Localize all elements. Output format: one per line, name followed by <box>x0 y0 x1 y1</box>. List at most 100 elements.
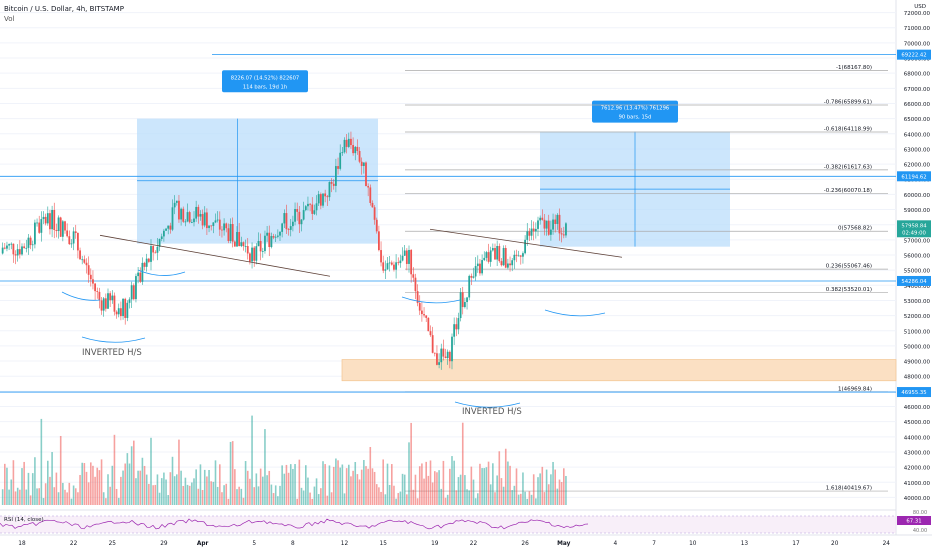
price-tick-label: 54000.00 <box>904 284 931 290</box>
candle-body <box>319 194 322 206</box>
candle-body <box>341 152 344 154</box>
candle-body <box>483 257 486 261</box>
volume-bar <box>70 498 73 505</box>
volume-bar <box>446 494 449 505</box>
candle-body <box>214 220 217 223</box>
price-badge-text: 46955.35 <box>901 390 926 396</box>
candle-body <box>152 246 155 253</box>
volume-bar <box>517 494 520 505</box>
candle-body <box>10 243 13 245</box>
price-tick-label: 44000.00 <box>904 435 931 441</box>
volume-bar <box>378 487 380 505</box>
volume-bar <box>98 470 101 505</box>
candle-body <box>412 274 415 278</box>
volume-bar <box>365 466 367 505</box>
pattern-arc <box>454 401 521 408</box>
candle-body <box>528 231 531 236</box>
volume-bar <box>455 490 458 505</box>
volume-bar <box>326 495 329 505</box>
candle-body <box>298 211 301 225</box>
candle-body <box>498 246 501 262</box>
volume-bar <box>203 469 206 505</box>
volume-bar <box>150 437 152 505</box>
candle-body <box>502 248 505 266</box>
candle-body <box>453 324 456 337</box>
candle-body <box>173 202 176 208</box>
volume-bar <box>395 498 397 505</box>
candle-body <box>120 308 122 317</box>
rsi-value-badge <box>897 516 931 525</box>
volume-bar <box>10 479 13 505</box>
volume-bar <box>507 461 509 505</box>
volume-bar <box>547 484 550 505</box>
volume-bar <box>382 459 384 505</box>
volume-bar <box>197 488 200 505</box>
candle-body <box>279 231 281 236</box>
candle-body <box>343 139 346 153</box>
volume-bar <box>208 470 210 505</box>
candle-body <box>268 232 271 248</box>
candle-body <box>184 221 187 223</box>
price-axis-panel <box>896 0 932 550</box>
candle-body <box>128 299 131 303</box>
volume-bar <box>242 497 245 505</box>
candle-body <box>12 243 15 255</box>
fib-level-label: -0.382(61617.63) <box>824 164 872 170</box>
candle-body <box>49 213 51 230</box>
candle-body <box>433 352 436 354</box>
measure-box[interactable] <box>137 118 378 244</box>
candle-body <box>203 212 206 226</box>
candle-body <box>311 204 314 214</box>
candle-body <box>100 300 103 311</box>
volume-bar <box>393 485 395 505</box>
candle-body <box>61 221 64 237</box>
volume-bar <box>4 463 6 505</box>
candle-body <box>281 223 284 232</box>
annotation-label-1: INVERTED H/S <box>82 348 142 358</box>
time-tick-label: 13 <box>741 541 749 547</box>
candle-body <box>513 254 516 261</box>
volume-bar <box>135 478 137 505</box>
price-badge-text: 02:49:00 <box>902 230 926 236</box>
fib-level-label: -0.236(60070.18) <box>824 188 872 194</box>
candle-body <box>238 232 241 247</box>
candle-body <box>223 223 225 231</box>
candle-body <box>560 233 563 235</box>
candle-body <box>66 230 69 237</box>
volume-bar <box>57 492 60 505</box>
price-tick-label: 43000.00 <box>904 450 931 456</box>
candle-body <box>77 232 79 251</box>
volume-bar <box>356 474 359 505</box>
volume-bar <box>109 486 111 505</box>
fib-level-label: -0.618(64118.99) <box>824 126 872 132</box>
candle-body <box>335 166 337 186</box>
time-tick-label: 18 <box>18 541 26 547</box>
candle-body <box>270 236 273 248</box>
candle-body <box>18 249 21 255</box>
candle-body <box>494 247 496 260</box>
candle-body <box>124 298 127 318</box>
volume-bar <box>345 468 348 505</box>
volume-bar <box>216 486 219 505</box>
volume-bar <box>481 468 483 505</box>
volume-bar <box>459 474 462 505</box>
candle-body <box>141 262 144 282</box>
trend-line[interactable] <box>99 234 331 277</box>
volume-bar <box>201 490 204 505</box>
price-tick-label: 72000.00 <box>904 11 931 17</box>
candle-body <box>171 207 174 230</box>
candle-body <box>373 207 376 220</box>
rsi-band <box>0 516 896 533</box>
candle-body <box>489 250 492 262</box>
volume-bar <box>545 469 548 505</box>
trend-line[interactable] <box>429 228 623 258</box>
volume-bar <box>515 468 518 505</box>
volume-bar <box>313 486 316 505</box>
candle-body <box>429 331 432 336</box>
candle-body <box>51 209 53 230</box>
volume-bar <box>543 492 546 505</box>
candle-body <box>425 315 428 318</box>
candle-body <box>83 259 86 263</box>
